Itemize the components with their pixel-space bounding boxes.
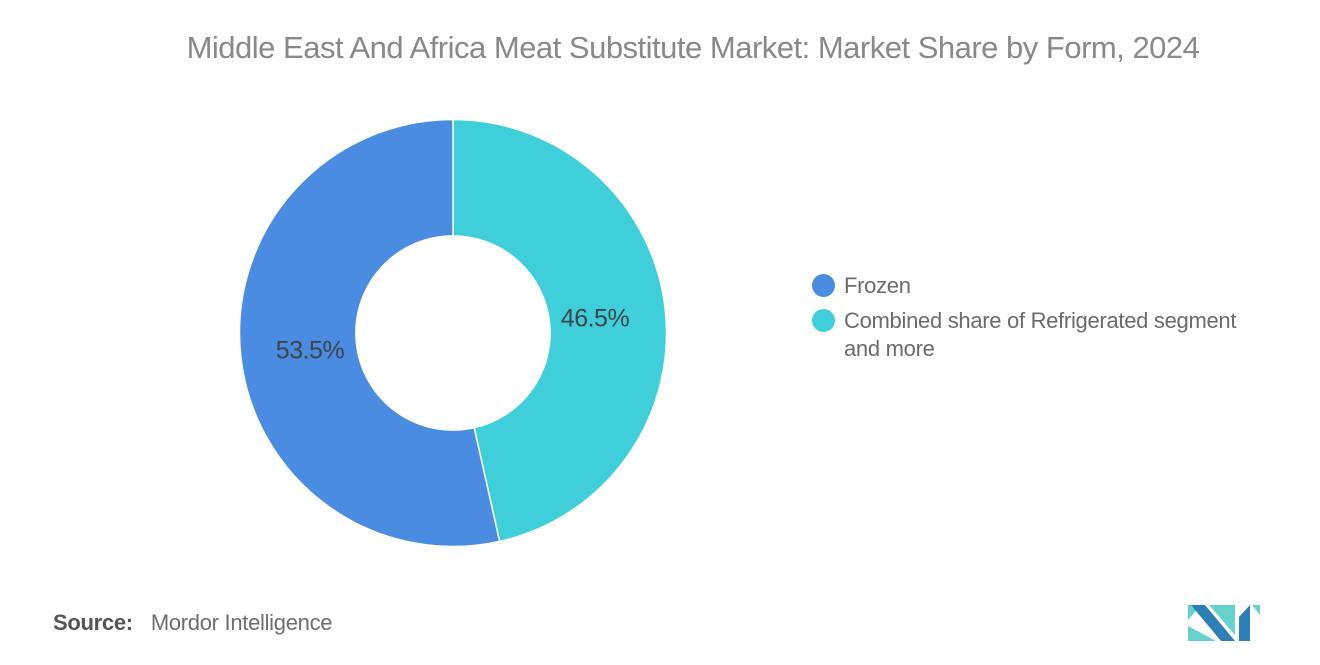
chart-title: Middle East And Africa Meat Substitute M… xyxy=(186,30,1200,65)
legend-item-frozen[interactable]: Frozen xyxy=(812,272,1264,300)
legend-marker-combined-icon xyxy=(812,309,835,332)
donut-segment-combined[interactable] xyxy=(452,118,668,543)
donut-chart: 53.5% 46.5% xyxy=(238,118,668,548)
slice-label-combined: 46.5% xyxy=(560,304,630,333)
donut-segment-frozen[interactable] xyxy=(238,118,501,548)
donut-chart-svg xyxy=(238,118,668,548)
source-row: Source: Mordor Intelligence xyxy=(53,610,333,636)
legend-marker-frozen-icon xyxy=(812,274,835,297)
legend-label-combined: Combined share of Refrigerated segment a… xyxy=(844,308,1237,361)
source-label: Source: xyxy=(53,610,133,635)
mordor-intelligence-logo xyxy=(1188,604,1260,642)
source-value: Mordor Intelligence xyxy=(150,610,333,635)
legend-label-frozen: Frozen xyxy=(844,273,911,298)
legend-item-combined[interactable]: Combined share of Refrigerated segment a… xyxy=(812,307,1264,363)
slice-label-frozen: 53.5% xyxy=(275,336,345,365)
mordor-intelligence-logo-icon xyxy=(1188,605,1260,641)
legend: Frozen Combined share of Refrigerated se… xyxy=(812,272,1264,363)
